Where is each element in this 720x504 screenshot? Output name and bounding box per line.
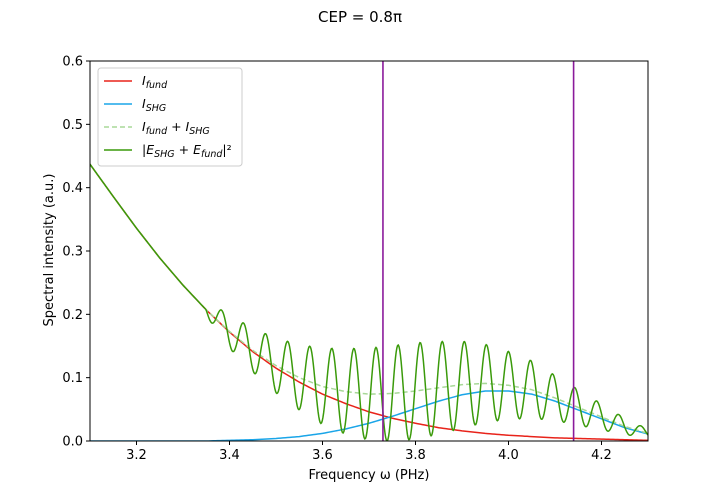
y-tick-label: 0.4 bbox=[62, 181, 83, 196]
series-line-3 bbox=[90, 163, 648, 441]
y-tick-label: 0.6 bbox=[62, 55, 83, 70]
y-tick-label: 0.0 bbox=[62, 435, 83, 450]
x-tick-label: 3.2 bbox=[126, 448, 147, 463]
x-tick-label: 3.6 bbox=[312, 448, 333, 463]
series-line-1 bbox=[90, 390, 648, 441]
y-tick-label: 0.5 bbox=[62, 118, 83, 133]
chart-title: CEP = 0.8π bbox=[318, 8, 402, 26]
x-tick-label: 4.0 bbox=[498, 448, 519, 463]
y-tick-label: 0.1 bbox=[62, 371, 83, 386]
legend-box bbox=[97, 67, 243, 167]
legend-label-0: Ifund bbox=[142, 73, 168, 91]
y-axis-title: Spectral intensity (a.u.) bbox=[42, 174, 57, 327]
plot-area bbox=[90, 61, 648, 441]
y-tick-label: 0.2 bbox=[62, 308, 83, 323]
y-tick-label: 0.3 bbox=[62, 245, 83, 260]
series-line-0 bbox=[90, 163, 648, 441]
axes: 3.2 3.4 3.6 3.8 4.0 4.2 0.0 0.1 0.2 0.3 0.4 0.5 0.6 bbox=[62, 55, 649, 463]
legend-label-2: Ifund + ISHG bbox=[142, 119, 210, 137]
x-axis-title: Frequency ω (PHz) bbox=[309, 468, 430, 483]
legend-label-1: ISHG bbox=[142, 96, 166, 114]
x-tick-label: 4.2 bbox=[591, 448, 612, 463]
x-tick-label: 3.4 bbox=[219, 448, 240, 463]
x-tick-label: 3.8 bbox=[405, 448, 426, 463]
legend-label-3: |ESHG + Efund|² bbox=[142, 142, 232, 160]
series-line-2 bbox=[90, 163, 648, 435]
legend: Ifund ISHG Ifund + ISHG |ESHG + Efund|² bbox=[97, 67, 243, 167]
